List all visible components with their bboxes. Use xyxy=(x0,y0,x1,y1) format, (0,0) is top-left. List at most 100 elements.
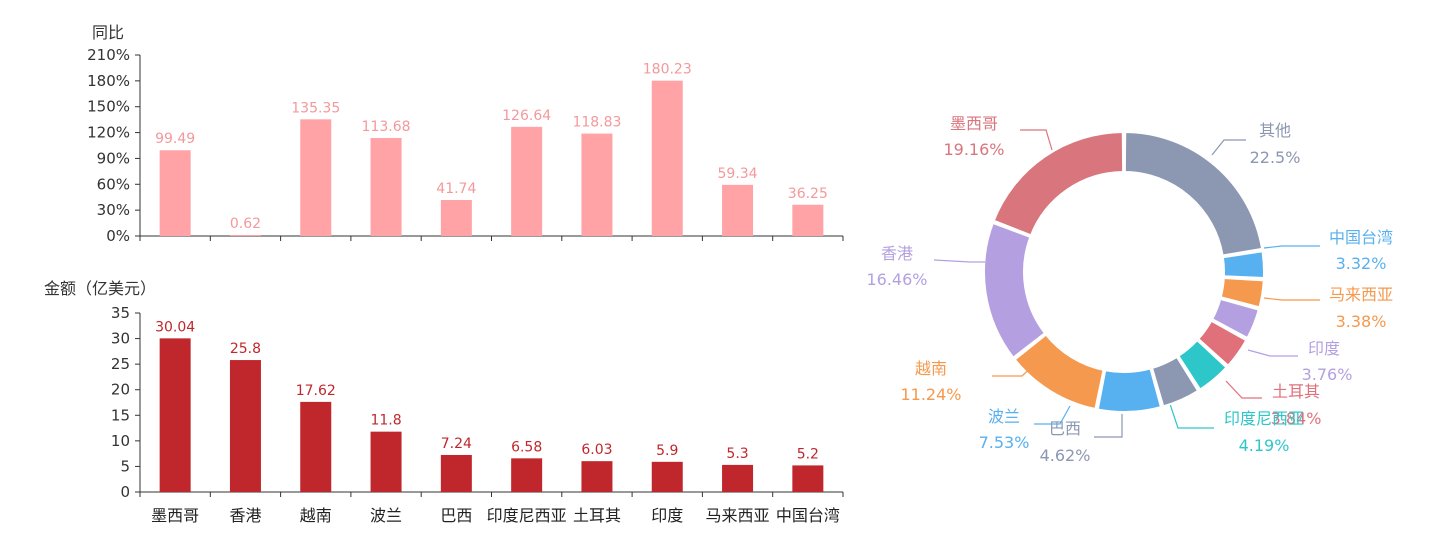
bar xyxy=(440,200,472,236)
slice-percent-label: 7.53% xyxy=(979,433,1030,452)
bar-value-label: 11.8 xyxy=(370,413,401,429)
donut-slice xyxy=(1123,130,1264,257)
slice-leader-line xyxy=(1263,245,1320,249)
x-category-label: 中国台湾 xyxy=(776,506,840,525)
y-tick-label: 180% xyxy=(87,72,130,90)
bar-value-label: 7.24 xyxy=(441,436,472,452)
slice-leader-line xyxy=(933,259,985,263)
x-category-label: 墨西哥 xyxy=(151,506,199,525)
x-category-label: 巴西 xyxy=(440,506,472,525)
bar xyxy=(792,465,824,492)
slice-leader-line xyxy=(1094,414,1123,438)
x-category-label: 越南 xyxy=(300,506,332,525)
bar-value-label: 135.35 xyxy=(291,100,340,116)
bar-value-label: 36.25 xyxy=(788,186,828,202)
slice-leader-line xyxy=(1034,405,1071,425)
slice-leader-line xyxy=(1263,297,1320,301)
y-tick-label: 15 xyxy=(111,406,130,424)
y-tick-label: 30 xyxy=(111,330,130,348)
bar xyxy=(651,461,683,492)
slice-name-label: 香港 xyxy=(881,244,913,263)
bar-value-label: 113.68 xyxy=(362,119,411,135)
bar-value-label: 41.74 xyxy=(436,181,476,197)
bar-value-label: 5.3 xyxy=(726,446,748,462)
donut-slice xyxy=(1150,355,1200,408)
donut-slice xyxy=(1096,367,1163,413)
donut-slice xyxy=(1219,276,1265,309)
slice-percent-label: 19.16% xyxy=(943,140,1004,159)
slice-name-label: 墨西哥 xyxy=(950,114,998,133)
bar xyxy=(722,184,754,236)
slice-name-label: 巴西 xyxy=(1049,419,1081,438)
x-category-label: 印度尼西亚 xyxy=(487,506,567,525)
donut-slice xyxy=(992,130,1125,237)
slice-percent-label: 22.5% xyxy=(1250,148,1301,167)
bar xyxy=(792,204,824,236)
y-tick-label: 20 xyxy=(111,381,130,399)
bar xyxy=(159,150,191,236)
bar-value-label: 6.03 xyxy=(581,442,612,458)
y-tick-label: 120% xyxy=(87,124,130,142)
bar-value-label: 59.34 xyxy=(718,166,758,182)
x-category-label: 香港 xyxy=(229,506,261,525)
yoy-bar-chart: 同比 0% 30% 60% 90% 120% 150% 180% 210% 99.49 0.62 13… xyxy=(87,23,844,245)
bar xyxy=(370,431,402,492)
bar-value-label: 5.2 xyxy=(797,446,819,462)
slice-percent-label: 11.24% xyxy=(900,385,961,404)
bar xyxy=(722,464,754,492)
y-tick-label: 30% xyxy=(97,201,130,219)
donut-slice xyxy=(1013,333,1105,411)
slice-percent-label: 3.38% xyxy=(1336,312,1387,331)
slice-percent-label: 4.62% xyxy=(1040,446,1091,465)
bar xyxy=(159,338,191,492)
y-axis-title: 金额（亿美元） xyxy=(44,279,156,298)
y-tick-label: 150% xyxy=(87,98,130,116)
bar xyxy=(300,401,332,492)
slice-name-label: 印度尼西亚 xyxy=(1224,409,1304,428)
y-tick-label: 25 xyxy=(111,355,130,373)
slice-name-label: 土耳其 xyxy=(1272,382,1320,401)
bar xyxy=(229,235,261,236)
bar-value-label: 0.62 xyxy=(230,216,261,232)
y-axis-title: 同比 xyxy=(92,23,124,42)
donut-slice xyxy=(1196,319,1248,368)
y-tick-label: 90% xyxy=(97,149,130,167)
x-category-label: 波兰 xyxy=(370,506,402,525)
donut-slice xyxy=(1176,338,1228,391)
y-tick-label: 210% xyxy=(87,46,130,64)
bar xyxy=(581,133,613,236)
donut-slice xyxy=(1221,250,1265,280)
x-category-label: 土耳其 xyxy=(573,506,621,525)
y-tick-label: 35 xyxy=(111,304,130,322)
bar-value-label: 5.9 xyxy=(656,443,678,459)
slice-name-label: 印度 xyxy=(1308,339,1340,358)
x-category-label: 马来西亚 xyxy=(706,506,770,525)
bar xyxy=(370,138,402,236)
bar xyxy=(300,119,332,236)
bar-value-label: 6.58 xyxy=(511,439,542,455)
bar-value-label: 126.64 xyxy=(502,108,551,124)
slice-leader-line xyxy=(992,363,1036,377)
x-category-label: 印度 xyxy=(651,506,683,525)
bar-value-label: 99.49 xyxy=(155,131,195,147)
bar-value-label: 17.62 xyxy=(296,383,336,399)
bar-value-label: 25.8 xyxy=(230,341,261,357)
slice-percent-label: 3.76% xyxy=(1302,365,1353,384)
bar-value-label: 118.83 xyxy=(572,115,621,131)
slice-percent-label: 3.84% xyxy=(1271,409,1322,428)
bar xyxy=(511,458,543,492)
y-tick-label: 0% xyxy=(106,227,130,245)
slice-leader-line xyxy=(1225,380,1262,399)
y-tick-label: 0 xyxy=(120,483,130,501)
slice-percent-label: 4.19% xyxy=(1239,436,1290,455)
donut-slice xyxy=(983,221,1047,360)
bar xyxy=(651,80,683,236)
bar xyxy=(581,461,613,492)
slice-name-label: 马来西亚 xyxy=(1329,285,1393,304)
y-tick-label: 10 xyxy=(111,432,130,450)
slice-percent-label: 16.46% xyxy=(866,270,927,289)
y-tick-label: 60% xyxy=(97,175,130,193)
slice-name-label: 越南 xyxy=(915,359,947,378)
